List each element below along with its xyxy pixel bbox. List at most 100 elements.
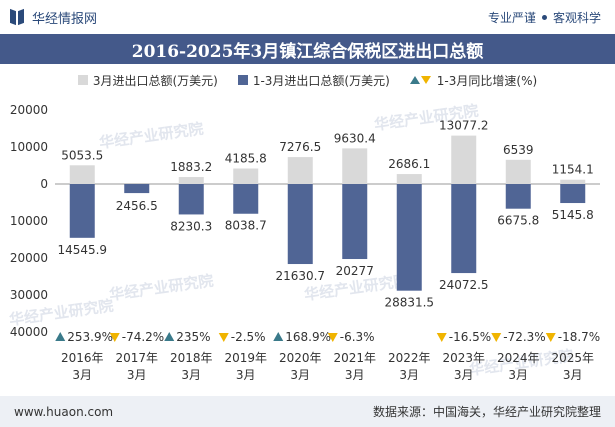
- y-tick-label: 0: [40, 177, 48, 191]
- legend-item-growth: 1-3月同比增速(%): [409, 70, 538, 90]
- bar-monthly: [451, 135, 477, 184]
- value-label-monthly: 1883.2: [170, 160, 212, 174]
- bar-cumulative: [560, 184, 586, 204]
- category-label-year: 2025年: [551, 351, 594, 365]
- watermark-text: 华经产业研究院: [98, 120, 204, 152]
- growth-down-icon: [327, 333, 338, 342]
- growth-down-icon: [109, 333, 120, 342]
- legend-swatch-monthly: [77, 75, 88, 85]
- value-label-cumulative: 5145.8: [552, 208, 594, 222]
- tagline-right: 客观科学: [552, 10, 601, 25]
- bar-monthly: [505, 159, 531, 184]
- value-label-monthly: 13077.2: [439, 119, 489, 133]
- bar-cumulative: [451, 184, 477, 274]
- growth-label: -74.2%: [122, 330, 164, 344]
- chart-legend: 3月进出口总额(万美元) 1-3月进出口总额(万美元) 1-3月同比增速(%): [0, 70, 615, 90]
- bar-monthly: [69, 165, 95, 184]
- growth-label: -16.5%: [449, 330, 491, 344]
- y-tick-label: 20000: [10, 103, 48, 117]
- chart-title-bar: 2016-2025年3月镇江综合保税区进出口总额: [0, 34, 615, 64]
- category-label-month: 3月: [290, 368, 310, 382]
- value-label-cumulative: 28831.5: [384, 296, 434, 310]
- category-label-year: 2021年: [333, 351, 376, 365]
- bar-monthly: [287, 157, 313, 184]
- category-label-month: 3月: [345, 368, 365, 382]
- growth-label: -2.5%: [231, 330, 266, 344]
- value-label-monthly: 1154.1: [552, 163, 594, 177]
- tagline-dot-icon: [541, 14, 547, 20]
- category-label-year: 2024年: [497, 351, 540, 365]
- y-tick-label: 10000: [10, 214, 48, 228]
- growth-label: -18.7%: [558, 330, 600, 344]
- category-label-year: 2023年: [442, 351, 485, 365]
- value-label-monthly: 7276.5: [279, 140, 321, 154]
- category-label-year: 2019年: [224, 351, 267, 365]
- value-label-cumulative: 20277: [336, 264, 374, 278]
- growth-label: 168.9%: [285, 330, 331, 344]
- value-label-cumulative: 8038.7: [225, 219, 267, 233]
- footer: www.huaon.com 数据来源：中国海关，华经产业研究院整理: [0, 396, 615, 427]
- value-label-cumulative: 8230.3: [170, 219, 212, 233]
- value-label-monthly: 2686.1: [388, 157, 430, 171]
- growth-up-icon: [164, 332, 175, 341]
- brand: 华经情报网: [10, 8, 97, 27]
- category-label-month: 3月: [399, 368, 419, 382]
- bar-cumulative: [396, 184, 422, 291]
- footer-source: 数据来源：中国海关，华经产业研究院整理: [372, 405, 601, 419]
- top-bar: 华经情报网 专业严谨 客观科学: [0, 0, 615, 34]
- value-label-cumulative: 24072.5: [439, 278, 489, 292]
- bar-cumulative: [124, 184, 150, 194]
- bar-monthly: [396, 174, 422, 184]
- bar-cumulative: [178, 184, 204, 215]
- growth-label: -72.3%: [503, 330, 545, 344]
- category-label-year: 2022年: [388, 351, 431, 365]
- brand-name: 华经情报网: [32, 11, 98, 27]
- value-label-cumulative: 14545.9: [57, 243, 107, 257]
- tagline-left: 专业严谨: [487, 10, 536, 25]
- legend-label-growth: 1-3月同比增速(%): [436, 73, 538, 88]
- legend-item-monthly: 3月进出口总额(万美元): [77, 70, 218, 90]
- growth-label: -6.3%: [340, 330, 375, 344]
- value-label-monthly: 5053.5: [61, 148, 103, 162]
- y-tick-label: 10000: [10, 140, 48, 154]
- category-label-month: 3月: [563, 368, 583, 382]
- bar-monthly: [342, 148, 368, 184]
- category-label-year: 2016年: [61, 351, 104, 365]
- legend-label-monthly: 3月进出口总额(万美元): [92, 73, 218, 88]
- value-label-monthly: 4185.8: [225, 152, 267, 166]
- growth-up-icon: [273, 332, 284, 341]
- category-label-month: 3月: [454, 368, 474, 382]
- bar-cumulative: [287, 184, 313, 265]
- category-label-month: 3月: [181, 368, 201, 382]
- value-label-cumulative: 2456.5: [116, 199, 158, 213]
- growth-down-icon: [491, 333, 502, 342]
- legend-swatch-cumulative: [237, 75, 248, 85]
- growth-down-icon: [545, 333, 556, 342]
- legend-label-cumulative: 1-3月进出口总额(万美元): [252, 73, 390, 88]
- value-label-monthly: 6539: [503, 143, 534, 157]
- footer-url: www.huaon.com: [14, 404, 114, 419]
- tagline: 专业严谨 客观科学: [488, 9, 601, 26]
- bar-cumulative: [342, 184, 368, 260]
- value-label-cumulative: 21630.7: [275, 269, 325, 283]
- category-label-month: 3月: [127, 368, 147, 382]
- legend-swatch-growth-icon: [409, 75, 432, 85]
- category-label-year: 2020年: [279, 351, 322, 365]
- category-label-month: 3月: [236, 368, 256, 382]
- value-label-monthly: 9630.4: [334, 131, 376, 145]
- growth-down-icon: [218, 333, 229, 342]
- category-label-month: 3月: [72, 368, 92, 382]
- watermark-text: 华经产业研究院: [108, 272, 214, 304]
- growth-down-icon: [436, 333, 447, 342]
- category-label-year: 2017年: [115, 351, 158, 365]
- growth-label: 235%: [176, 330, 210, 344]
- y-tick-label: 30000: [10, 288, 48, 302]
- category-label-month: 3月: [508, 368, 528, 382]
- growth-up-icon: [55, 332, 66, 341]
- chart-title: 2016-2025年3月镇江综合保税区进出口总额: [131, 41, 484, 62]
- bar-monthly: [233, 168, 259, 184]
- value-label-cumulative: 6675.8: [497, 214, 539, 228]
- y-tick-label: 40000: [10, 325, 48, 339]
- legend-item-cumulative: 1-3月进出口总额(万美元): [237, 70, 390, 90]
